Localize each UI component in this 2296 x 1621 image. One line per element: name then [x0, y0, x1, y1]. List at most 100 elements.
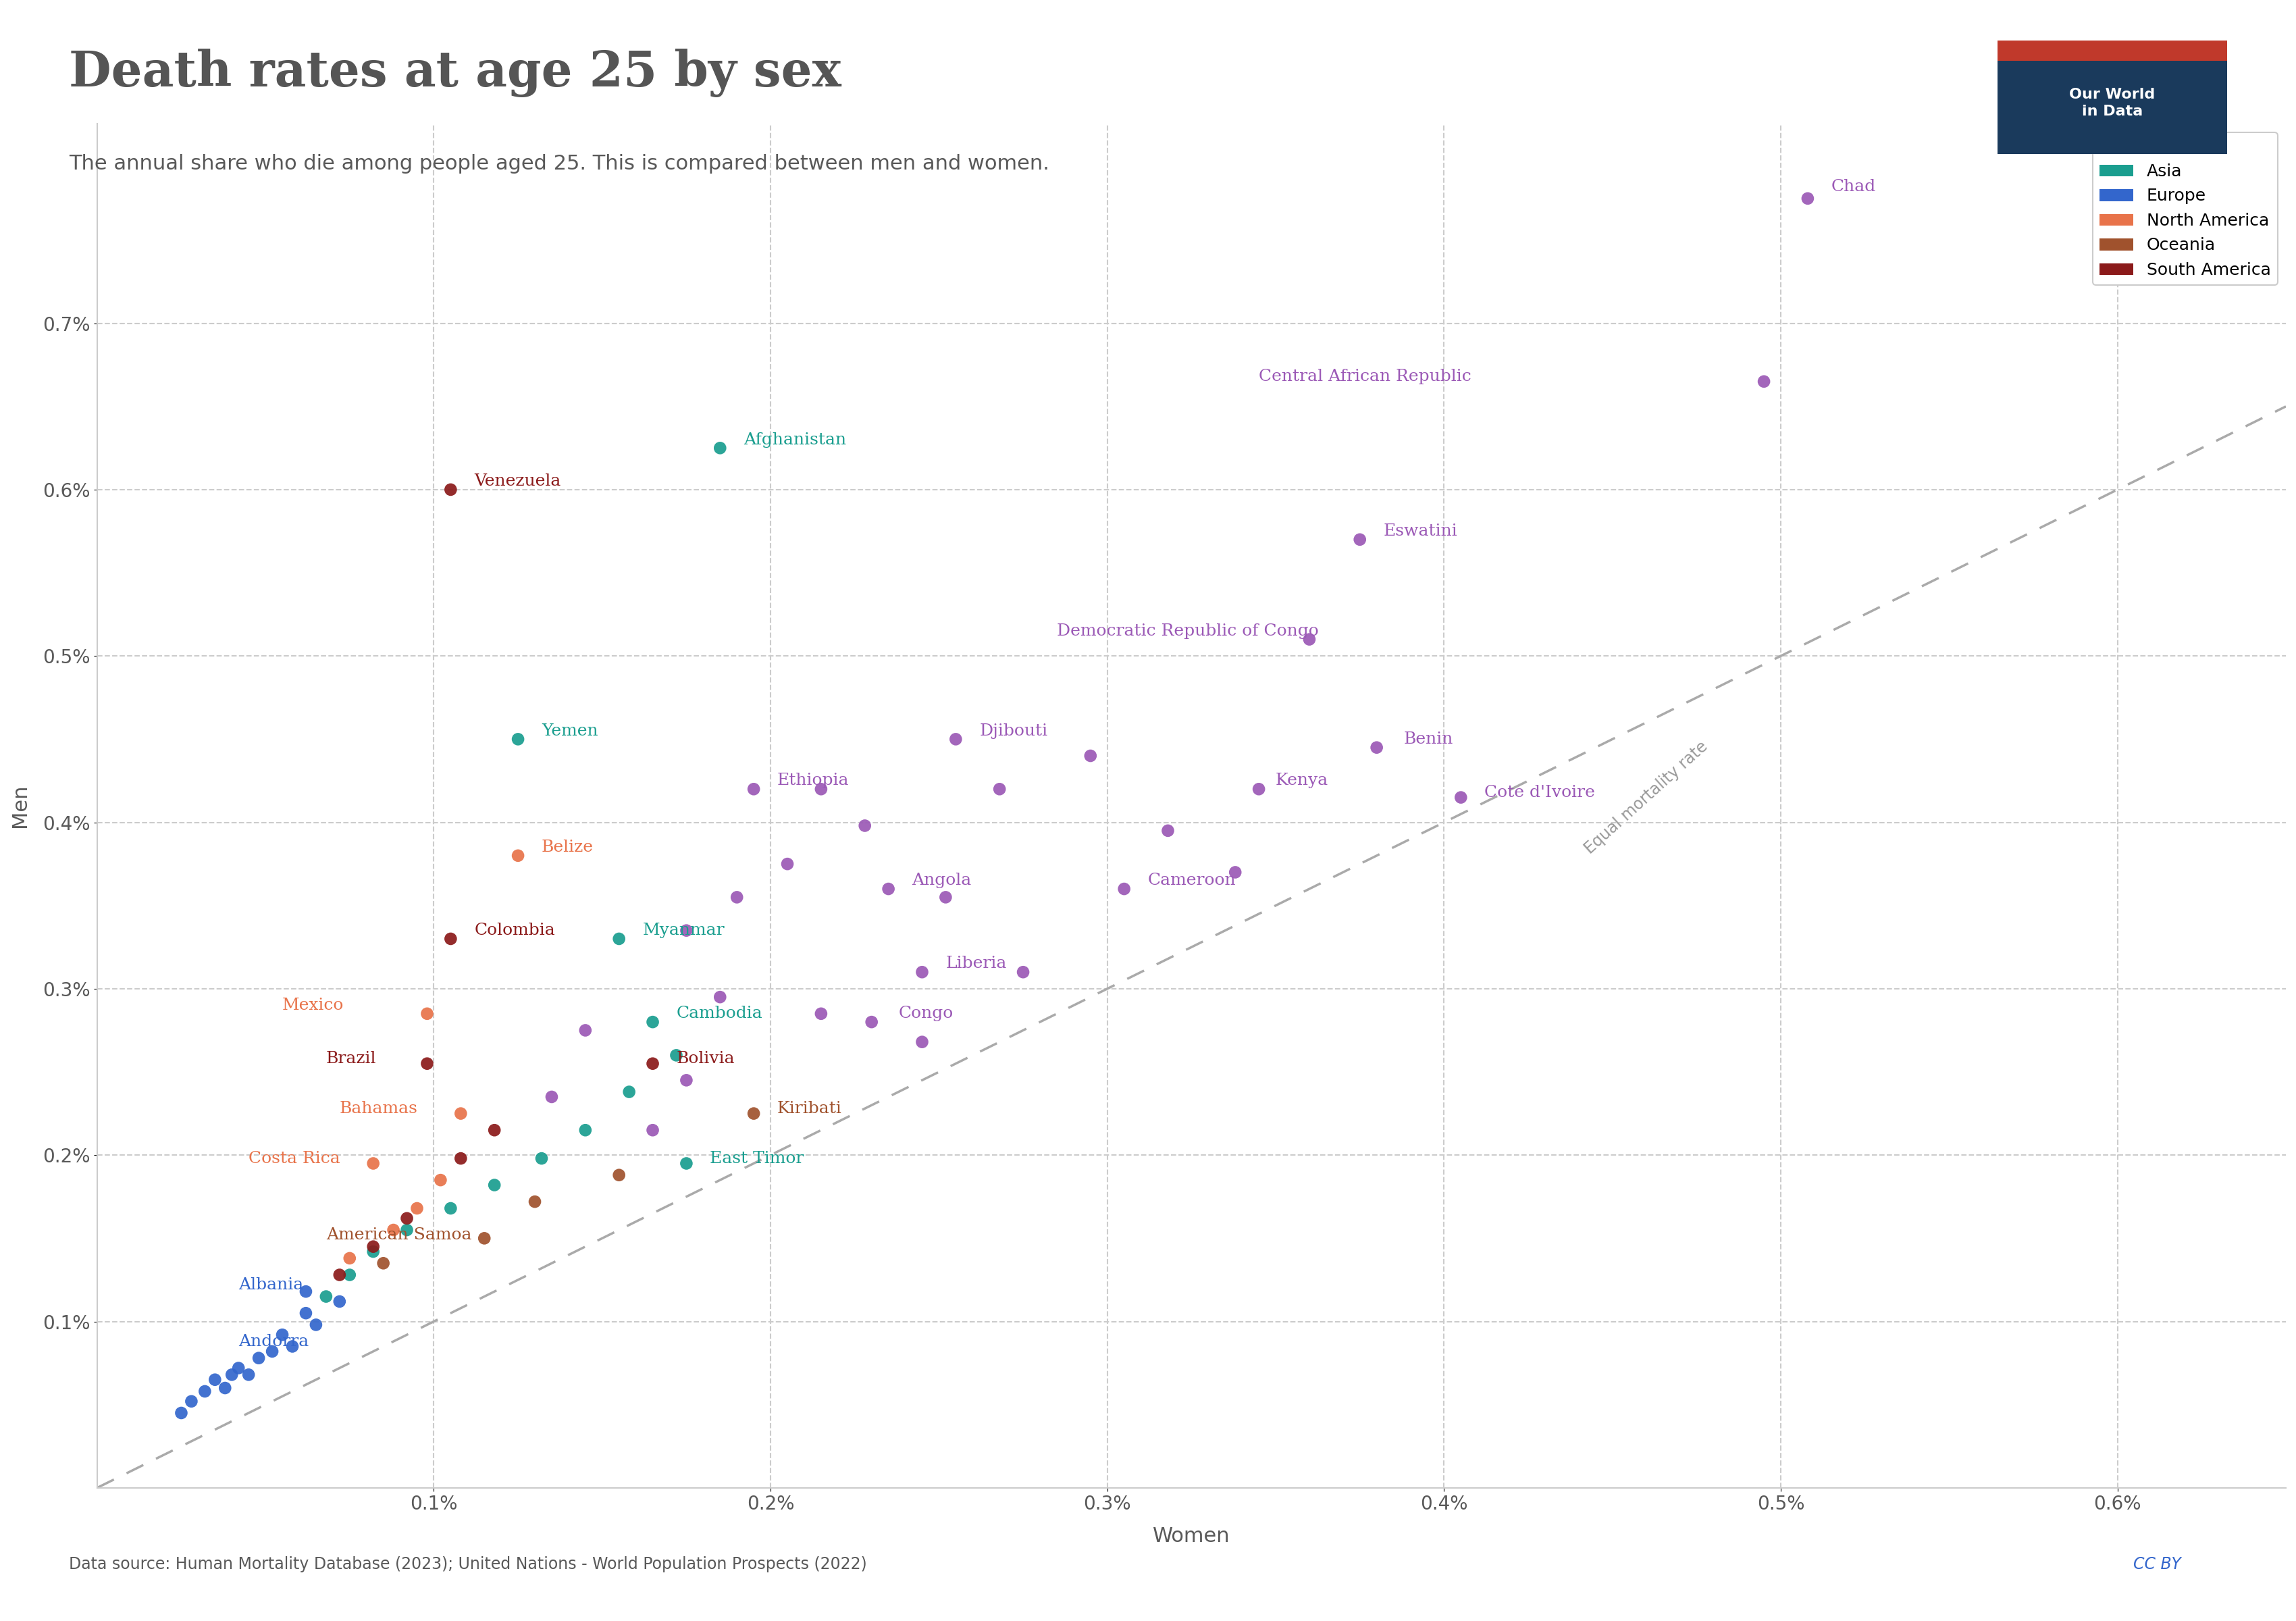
- Point: [443, 1146, 480, 1172]
- Point: [703, 984, 739, 1010]
- Point: [804, 776, 840, 802]
- Point: [703, 434, 739, 460]
- Point: [1150, 817, 1187, 843]
- Point: [1442, 785, 1479, 810]
- Point: [374, 1217, 411, 1243]
- Point: [1240, 776, 1277, 802]
- X-axis label: Women: Women: [1153, 1527, 1231, 1546]
- Text: Brazil: Brazil: [326, 1050, 377, 1067]
- Text: CC BY: CC BY: [2133, 1556, 2181, 1572]
- Text: Our World
in Data: Our World in Data: [2069, 88, 2156, 118]
- Point: [409, 1050, 445, 1076]
- Point: [443, 1101, 480, 1127]
- Point: [719, 883, 755, 909]
- Text: Bahamas: Bahamas: [340, 1101, 418, 1117]
- Point: [321, 1261, 358, 1287]
- Text: American Samoa: American Samoa: [326, 1227, 471, 1243]
- Text: Kiribati: Kiribati: [778, 1101, 843, 1117]
- Point: [937, 726, 974, 752]
- Text: East Timor: East Timor: [709, 1151, 804, 1165]
- Point: [634, 1050, 670, 1076]
- Point: [668, 1067, 705, 1093]
- Point: [634, 1117, 670, 1143]
- Text: Andorra: Andorra: [239, 1334, 310, 1349]
- Point: [567, 1117, 604, 1143]
- Point: [980, 776, 1017, 802]
- Text: Myanmar: Myanmar: [643, 922, 726, 939]
- Point: [523, 1146, 560, 1172]
- Point: [905, 960, 941, 986]
- Point: [769, 851, 806, 877]
- Point: [475, 1172, 512, 1198]
- Point: [602, 1162, 638, 1188]
- Text: Djibouti: Djibouti: [980, 723, 1047, 739]
- Text: Venezuela: Venezuela: [475, 473, 560, 490]
- Point: [847, 812, 884, 838]
- Point: [255, 1339, 292, 1365]
- Point: [1072, 742, 1109, 768]
- Point: [186, 1378, 223, 1404]
- Text: The annual share who die among people aged 25. This is compared between men and : The annual share who die among people ag…: [69, 154, 1049, 173]
- Point: [264, 1321, 301, 1347]
- Point: [287, 1300, 324, 1326]
- Point: [422, 1167, 459, 1193]
- Point: [172, 1388, 209, 1414]
- Point: [298, 1311, 335, 1337]
- Y-axis label: Men: Men: [9, 785, 30, 827]
- Point: [475, 1117, 512, 1143]
- Legend: Africa, Asia, Europe, North America, Oceania, South America: Africa, Asia, Europe, North America, Oce…: [2092, 131, 2278, 285]
- Point: [1789, 185, 1825, 211]
- Point: [668, 1151, 705, 1177]
- Point: [735, 776, 771, 802]
- Point: [1006, 960, 1042, 986]
- Bar: [1998, 41, 2227, 62]
- Point: [321, 1289, 358, 1315]
- Text: Costa Rica: Costa Rica: [248, 1151, 340, 1165]
- Point: [308, 1284, 344, 1310]
- Point: [634, 1008, 670, 1034]
- Point: [1290, 626, 1327, 652]
- Point: [1359, 734, 1396, 760]
- Point: [1341, 527, 1378, 553]
- Text: Central African Republic: Central African Republic: [1258, 368, 1472, 384]
- Point: [207, 1375, 243, 1401]
- Point: [1217, 859, 1254, 885]
- Text: Afghanistan: Afghanistan: [744, 431, 847, 447]
- Point: [668, 917, 705, 943]
- Text: Angola: Angola: [912, 872, 971, 888]
- Text: Cambodia: Cambodia: [677, 1007, 762, 1021]
- Text: Colombia: Colombia: [475, 922, 556, 939]
- Point: [400, 1195, 436, 1221]
- Point: [356, 1151, 393, 1177]
- Text: Eswatini: Eswatini: [1384, 524, 1458, 538]
- Point: [388, 1206, 425, 1232]
- Point: [197, 1367, 234, 1392]
- Text: Congo: Congo: [898, 1007, 953, 1021]
- Point: [214, 1362, 250, 1388]
- Text: Yemen: Yemen: [542, 723, 597, 739]
- Text: Mexico: Mexico: [282, 997, 344, 1013]
- Point: [517, 1188, 553, 1214]
- Point: [611, 1080, 647, 1106]
- Point: [870, 875, 907, 901]
- Text: Kenya: Kenya: [1277, 773, 1329, 788]
- Text: Cameroon: Cameroon: [1148, 872, 1235, 888]
- Text: Cote d'Ivoire: Cote d'Ivoire: [1486, 785, 1596, 801]
- Point: [230, 1362, 266, 1388]
- Point: [365, 1250, 402, 1276]
- Point: [432, 1195, 468, 1221]
- Point: [501, 843, 537, 869]
- Point: [533, 1084, 569, 1110]
- Point: [804, 1000, 840, 1026]
- Point: [1745, 368, 1782, 394]
- Text: Democratic Republic of Congo: Democratic Republic of Congo: [1056, 622, 1318, 639]
- Text: Chad: Chad: [1832, 178, 1876, 195]
- Point: [905, 1029, 941, 1055]
- Point: [287, 1279, 324, 1305]
- Point: [1107, 875, 1143, 901]
- Point: [567, 1018, 604, 1044]
- Point: [432, 926, 468, 952]
- Text: Equal mortality rate: Equal mortality rate: [1582, 738, 1711, 858]
- Point: [466, 1225, 503, 1251]
- Point: [356, 1238, 393, 1264]
